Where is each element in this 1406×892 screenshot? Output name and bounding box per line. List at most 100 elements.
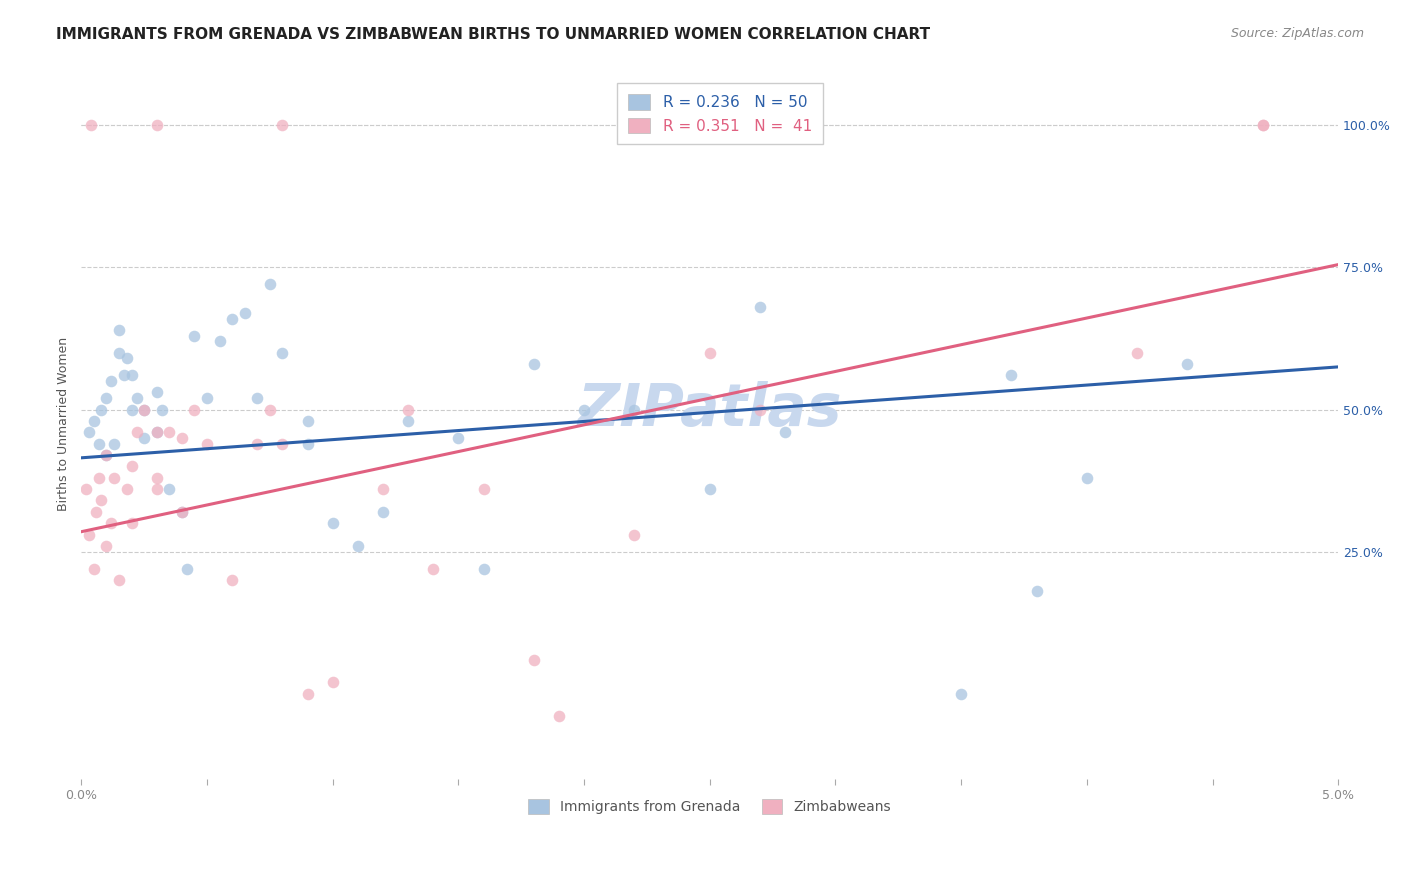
Point — [103, 471, 125, 485]
Point — [396, 414, 419, 428]
Point — [623, 402, 645, 417]
Point — [246, 391, 269, 405]
Point — [176, 561, 198, 575]
Point — [472, 482, 495, 496]
Point — [297, 687, 319, 701]
Point — [96, 539, 118, 553]
Point — [623, 527, 645, 541]
Point — [572, 402, 595, 417]
Point — [86, 505, 108, 519]
Point — [115, 482, 138, 496]
Point — [322, 516, 344, 531]
Point — [749, 300, 772, 314]
Point — [749, 402, 772, 417]
Point — [422, 561, 444, 575]
Point — [77, 527, 100, 541]
Point — [157, 482, 180, 496]
Point — [145, 471, 167, 485]
Point — [125, 425, 148, 440]
Point — [170, 431, 193, 445]
Point — [115, 351, 138, 366]
Point — [548, 709, 571, 723]
Point — [121, 368, 143, 383]
Point — [100, 516, 122, 531]
Point — [523, 652, 546, 666]
Point — [183, 402, 205, 417]
Point — [145, 425, 167, 440]
Point — [259, 277, 281, 292]
Point — [271, 119, 294, 133]
Point — [134, 402, 156, 417]
Point — [195, 391, 218, 405]
Point — [221, 311, 243, 326]
Point — [447, 431, 470, 445]
Point — [1126, 345, 1149, 359]
Point — [1025, 584, 1047, 599]
Point — [108, 323, 131, 337]
Point — [87, 436, 110, 450]
Point — [157, 425, 180, 440]
Point — [1177, 357, 1199, 371]
Point — [83, 561, 105, 575]
Point — [233, 306, 256, 320]
Point — [472, 561, 495, 575]
Y-axis label: Births to Unmarried Women: Births to Unmarried Women — [58, 336, 70, 511]
Point — [108, 345, 131, 359]
Point — [371, 505, 394, 519]
Point — [145, 425, 167, 440]
Point — [271, 345, 294, 359]
Point — [134, 402, 156, 417]
Legend: Immigrants from Grenada, Zimbabweans: Immigrants from Grenada, Zimbabweans — [517, 789, 903, 825]
Point — [100, 374, 122, 388]
Point — [75, 482, 97, 496]
Text: ZIPatlas: ZIPatlas — [578, 381, 842, 438]
Point — [322, 675, 344, 690]
Point — [108, 573, 131, 587]
Point — [90, 493, 112, 508]
Point — [1251, 119, 1274, 133]
Point — [125, 391, 148, 405]
Point — [773, 425, 796, 440]
Point — [523, 357, 546, 371]
Point — [396, 402, 419, 417]
Point — [112, 368, 135, 383]
Point — [80, 119, 103, 133]
Text: IMMIGRANTS FROM GRENADA VS ZIMBABWEAN BIRTHS TO UNMARRIED WOMEN CORRELATION CHAR: IMMIGRANTS FROM GRENADA VS ZIMBABWEAN BI… — [56, 27, 931, 42]
Point — [121, 402, 143, 417]
Point — [699, 482, 721, 496]
Point — [103, 436, 125, 450]
Point — [271, 436, 294, 450]
Point — [183, 328, 205, 343]
Point — [96, 391, 118, 405]
Point — [150, 402, 173, 417]
Point — [246, 436, 269, 450]
Point — [346, 539, 368, 553]
Point — [371, 482, 394, 496]
Point — [83, 414, 105, 428]
Point — [1251, 119, 1274, 133]
Point — [699, 345, 721, 359]
Point — [170, 505, 193, 519]
Point — [259, 402, 281, 417]
Point — [145, 385, 167, 400]
Point — [134, 431, 156, 445]
Point — [1076, 471, 1098, 485]
Point — [1000, 368, 1022, 383]
Text: Source: ZipAtlas.com: Source: ZipAtlas.com — [1230, 27, 1364, 40]
Point — [950, 687, 973, 701]
Point — [96, 448, 118, 462]
Point — [121, 516, 143, 531]
Point — [221, 573, 243, 587]
Point — [96, 448, 118, 462]
Point — [208, 334, 231, 349]
Point — [195, 436, 218, 450]
Point — [90, 402, 112, 417]
Point — [297, 436, 319, 450]
Point — [121, 459, 143, 474]
Point — [170, 505, 193, 519]
Point — [77, 425, 100, 440]
Point — [145, 119, 167, 133]
Point — [87, 471, 110, 485]
Point — [145, 482, 167, 496]
Point — [297, 414, 319, 428]
